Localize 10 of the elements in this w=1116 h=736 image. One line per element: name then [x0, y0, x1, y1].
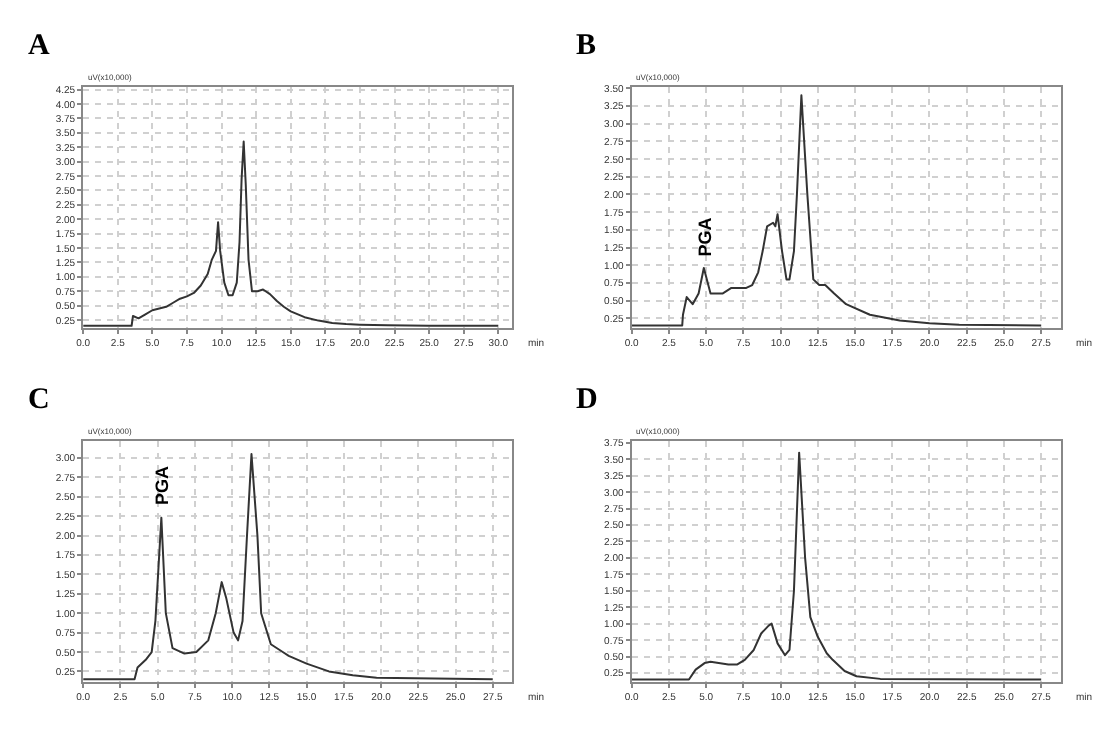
chart-title: C: [28, 384, 50, 416]
line-series: [631, 451, 1043, 681]
chart-title: B: [576, 30, 597, 62]
annotation: PGA: [151, 465, 172, 506]
annotation: PGA: [694, 216, 715, 257]
line-series: [83, 140, 500, 327]
chart-title: A: [28, 30, 50, 62]
chart-title: D: [576, 384, 598, 416]
line-series: [631, 94, 1043, 327]
line-series: [83, 453, 494, 681]
